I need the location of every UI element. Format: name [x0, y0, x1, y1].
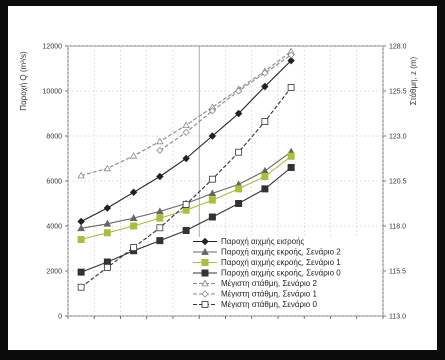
- data-point: [103, 229, 111, 237]
- data-point: [287, 84, 295, 91]
- data-point: [156, 172, 164, 181]
- legend: Παροχή αιχμής εισροής Παροχή αιχμής εκροή…: [189, 237, 377, 315]
- data-point: [77, 224, 85, 232]
- data-point: [208, 107, 216, 115]
- data-point: [182, 200, 190, 208]
- legend-swatch-marker: [201, 269, 209, 277]
- data-point: [182, 154, 190, 163]
- legend-label: Μέγιστη στάθμη, Σενάριο 1: [221, 290, 317, 299]
- data-point: [235, 200, 243, 207]
- data-point: [287, 164, 295, 171]
- data-point: [261, 173, 269, 180]
- data-point: [208, 213, 216, 221]
- data-point: [287, 51, 295, 59]
- legend-swatch-marker: [201, 259, 209, 266]
- data-point: [208, 189, 217, 197]
- data-point: [77, 268, 85, 276]
- right-tick-label: 125.5: [389, 89, 407, 96]
- legend-swatch-marker: [201, 301, 209, 308]
- right-tick-label: 113.0: [389, 314, 406, 321]
- data-point: [129, 151, 138, 159]
- left-tick-label: 0: [58, 314, 62, 321]
- series-2: [77, 152, 295, 243]
- data-point: [208, 175, 216, 183]
- data-point: [287, 152, 295, 160]
- data-point: [156, 146, 164, 154]
- data-point: [182, 121, 190, 128]
- data-point: [130, 222, 138, 230]
- legend-swatch-marker: [201, 247, 209, 255]
- data-point: [103, 204, 112, 212]
- series-layer: [77, 47, 295, 291]
- data-point: [261, 69, 269, 77]
- chart-card: 0 2000 4000 6000 8000 10000 12000 113.0 115.5 118…: [8, 6, 437, 350]
- data-point: [103, 263, 111, 271]
- data-point: [234, 109, 243, 118]
- legend-swatch-marker: [201, 279, 209, 287]
- left-tick-label: 4000: [46, 224, 62, 231]
- right-tick-label: 115.5: [389, 269, 406, 276]
- legend-box: [189, 237, 377, 315]
- data-point: [261, 82, 269, 91]
- right-tick-label: 128.0: [389, 44, 407, 51]
- axes: 0 2000 4000 6000 8000 10000 12000 113.0 115.5 118…: [19, 44, 418, 321]
- data-point: [77, 236, 85, 243]
- data-point: [129, 188, 138, 196]
- legend-swatch-marker: [201, 237, 209, 246]
- data-point: [182, 206, 190, 214]
- legend-label: Μέγιστη στάθμη, Σενάριο 0: [221, 300, 317, 309]
- right-tick-label: 123.0: [389, 134, 407, 141]
- y-axis-right-title: Στάθμη, z (m): [409, 56, 418, 105]
- data-point: [156, 214, 164, 222]
- left-tick-label: 12000: [43, 44, 63, 51]
- data-point: [156, 207, 164, 215]
- series-line: [159, 54, 292, 151]
- data-point: [208, 132, 217, 140]
- left-tick-label: 8000: [46, 134, 62, 141]
- data-point: [235, 148, 243, 156]
- series-5: [156, 51, 295, 154]
- legend-label: Παροχή αιχμής εκροής, Σενάριο 1: [221, 258, 341, 267]
- data-point: [77, 283, 85, 291]
- left-tick-label: 6000: [46, 179, 62, 186]
- data-point: [235, 185, 243, 193]
- data-point: [103, 219, 112, 227]
- left-tick-label: 2000: [46, 269, 62, 276]
- data-point: [156, 137, 164, 145]
- data-point: [182, 227, 190, 234]
- legend-label: Παροχή αιχμής εκροής, Σενάριο 0: [221, 269, 341, 278]
- data-point: [130, 244, 138, 252]
- data-point: [235, 87, 243, 95]
- data-point: [129, 214, 138, 222]
- legend-label: Παροχή αιχμής εισροής: [221, 237, 305, 246]
- data-point: [208, 196, 216, 204]
- legend-swatch-marker: [201, 290, 209, 298]
- data-point: [156, 237, 164, 245]
- series-6: [77, 84, 295, 291]
- dual-axis-line-chart: 0 2000 4000 6000 8000 10000 12000 113.0 115.5 118…: [19, 44, 418, 321]
- legend-label: Παροχή αιχμής εκροής, Σενάριο 2: [221, 248, 341, 257]
- data-point: [261, 118, 269, 125]
- data-point: [287, 56, 295, 65]
- series-0: [77, 56, 295, 226]
- left-tick-label: 10000: [43, 89, 63, 96]
- data-point: [77, 171, 85, 179]
- right-tick-label: 118.0: [389, 224, 406, 231]
- legend-label: Μέγιστη στάθμη, Σενάριο 2: [221, 279, 317, 288]
- right-tick-label: 120.5: [389, 179, 407, 186]
- data-point: [182, 128, 190, 136]
- data-point: [156, 224, 164, 232]
- y-axis-left-title: Παροχή Q (m³/s): [19, 51, 28, 111]
- data-point: [103, 164, 112, 172]
- data-point: [261, 185, 269, 193]
